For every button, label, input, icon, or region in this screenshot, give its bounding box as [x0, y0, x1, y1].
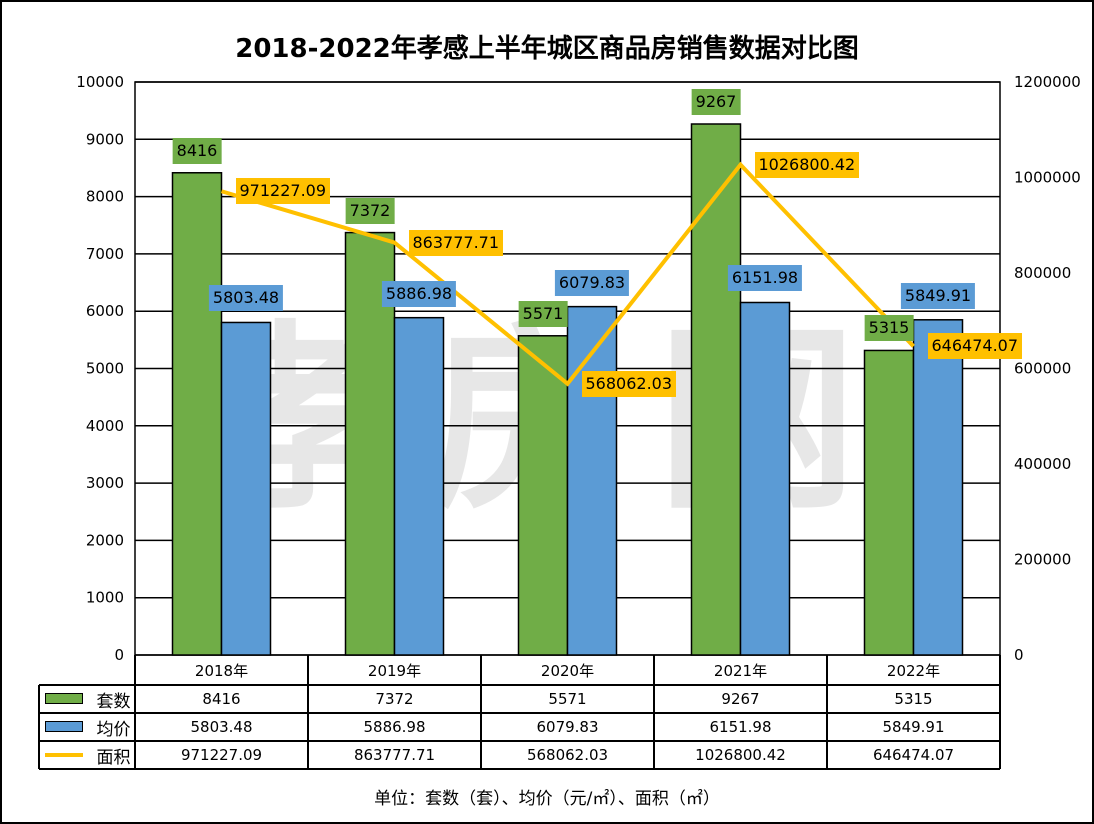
x-category-label: 2020年: [540, 661, 595, 680]
bar-junjia: [566, 305, 618, 656]
y-left-tick-label: 2000: [86, 531, 124, 549]
table-cell-value: 6151.98: [709, 718, 772, 736]
table-cell-value: 5803.48: [190, 718, 253, 736]
x-category-label: 2019年: [367, 661, 422, 680]
y-left-tick-label: 0: [114, 646, 124, 664]
y-left-tick-label: 7000: [86, 245, 124, 263]
table-cell-value: 7372: [375, 690, 414, 708]
table-cell-value: 5571: [548, 690, 587, 708]
table-cell-value: 1026800.42: [695, 746, 786, 764]
table-cell-value: 9267: [721, 690, 760, 708]
y-right-tick-label: 1000000: [1014, 169, 1081, 187]
data-label-taoshu: 7372: [345, 197, 395, 224]
table-cell-value: 5886.98: [363, 718, 426, 736]
data-label-taoshu: 8416: [172, 137, 222, 164]
data-label-taoshu: 9267: [691, 89, 741, 115]
legend-series-name: 面积: [96, 747, 131, 768]
data-label-taoshu: 5571: [518, 300, 568, 327]
chart-title: 2018-2022年孝感上半年城区商品房销售数据对比图: [235, 34, 859, 64]
table-cell-value: 646474.07: [872, 746, 955, 764]
data-label-junjia: 5849.91: [900, 282, 976, 309]
y-right-tick-label: 1200000: [1014, 73, 1081, 91]
y-left-tick-label: 5000: [86, 360, 124, 378]
y-left-tick-label: 4000: [86, 417, 124, 435]
data-label-mianji: 646474.07: [927, 333, 1023, 360]
chart-footnote: 单位：套数（套）、均价（元/㎡）、面积（㎡）: [374, 789, 720, 809]
data-label-junjia: 5886.98: [381, 280, 457, 307]
x-category-label: 2021年: [713, 661, 768, 680]
bar-junjia: [393, 316, 445, 656]
data-label-junjia: 6151.98: [727, 265, 803, 292]
y-right-tick-label: 200000: [1014, 551, 1071, 569]
legend-key-box: [45, 721, 83, 732]
bar-taoshu: [517, 335, 569, 656]
table-cell-value: 5849.91: [882, 718, 945, 736]
data-label-mianji: 971227.09: [235, 178, 331, 205]
table-cell-value: 971227.09: [180, 746, 263, 764]
legend-series-name: 均价: [96, 719, 131, 740]
data-label-mianji: 568062.03: [581, 370, 677, 397]
bar-junjia: [912, 319, 964, 656]
data-label-junjia: 6079.83: [554, 269, 630, 296]
y-left-tick-label: 1000: [86, 589, 124, 607]
table-cell-value: 8416: [202, 690, 241, 708]
y-right-tick-label: 400000: [1014, 455, 1071, 473]
table-cell-value: 5315: [894, 690, 933, 708]
legend-key-line: [45, 753, 83, 757]
data-label-mianji: 863777.71: [408, 229, 504, 256]
y-right-tick-label: 0: [1014, 646, 1024, 664]
y-left-tick-label: 9000: [86, 130, 124, 148]
y-right-tick-label: 800000: [1014, 264, 1071, 282]
bar-junjia: [220, 321, 272, 656]
data-label-mianji: 1026800.42: [754, 151, 860, 178]
bar-taoshu: [171, 172, 223, 656]
y-left-tick-label: 6000: [86, 302, 124, 320]
bar-taoshu: [690, 123, 742, 656]
data-label-junjia: 5803.48: [208, 285, 284, 312]
table-cell-value: 863777.71: [353, 746, 436, 764]
y-left-tick-label: 10000: [76, 73, 124, 91]
y-left-tick-label: 8000: [86, 188, 124, 206]
bar-junjia: [739, 301, 791, 656]
y-right-tick-label: 600000: [1014, 360, 1071, 378]
y-left-tick-label: 3000: [86, 474, 124, 492]
data-label-taoshu: 5315: [864, 315, 914, 342]
table-cell-value: 568062.03: [526, 746, 609, 764]
legend-series-name: 套数: [96, 691, 131, 712]
table-cell-value: 6079.83: [536, 718, 599, 736]
x-category-label: 2018年: [194, 661, 249, 680]
line-mianji: [220, 161, 915, 387]
legend-key-box: [45, 693, 83, 704]
bar-taoshu: [863, 349, 915, 656]
x-category-label: 2022年: [886, 661, 941, 680]
